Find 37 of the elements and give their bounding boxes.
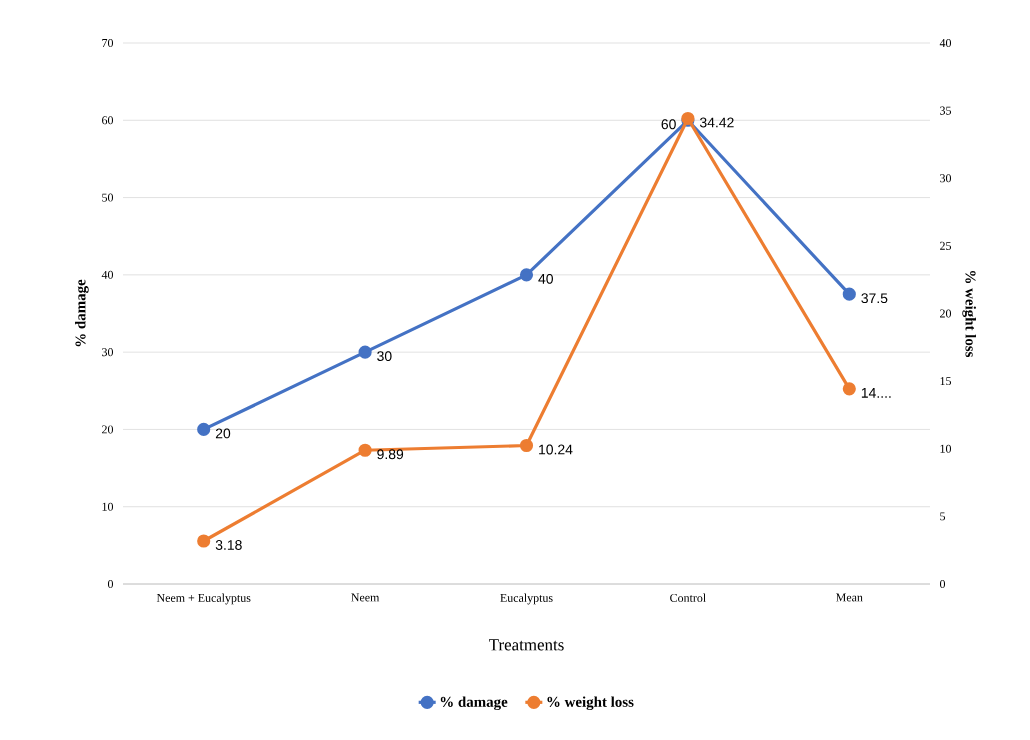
y2-tick-label: 35 (940, 106, 952, 115)
data-label: 30 (377, 351, 392, 362)
y2-tick-label: 0 (939, 579, 946, 589)
y2-tick-label: 30 (940, 174, 952, 183)
x-tick-label: Mean (836, 593, 863, 602)
y2-tick-label: 25 (940, 241, 952, 250)
y-tick-label: 10 (102, 502, 114, 511)
y-tick-label: 0 (107, 579, 114, 589)
y-tick-label: 30 (102, 348, 114, 357)
data-label: 10.24 (539, 444, 573, 455)
y-axis-title: % damage (75, 279, 89, 347)
data-label: 14.... (861, 388, 891, 398)
y2-tick-label: 20 (940, 309, 952, 318)
y-tick-label: 70 (102, 38, 114, 48)
legend-label: % weight loss (547, 696, 634, 711)
y-tick-label: 60 (102, 116, 114, 125)
y-tick-label: 20 (102, 425, 114, 434)
y2-tick-label: 15 (940, 377, 952, 386)
y2-tick-label: 40 (939, 38, 952, 48)
y2-axis-title: % weight loss (962, 271, 976, 358)
x-tick-label: Control (670, 593, 706, 602)
data-label: 40 (538, 273, 553, 284)
y-tick-label: 40 (101, 270, 114, 279)
data-label: 9.89 (377, 449, 404, 460)
legend-label: % damage (440, 696, 508, 711)
x-tick-label: Eucalyptus (500, 593, 553, 605)
x-tick-label: Neem (351, 593, 380, 602)
data-label: 60 (661, 119, 676, 130)
x-tick-label: Neem + Eucalyptus (156, 593, 251, 605)
data-label: 3.18 (215, 540, 242, 550)
x-axis-title: Treatments (489, 639, 564, 651)
data-label: 37.5 (861, 293, 888, 304)
y-tick-label: 50 (102, 193, 114, 202)
y2-tick-label: 10 (940, 444, 952, 453)
data-label: 34.42 (699, 117, 734, 128)
data-label: 20 (215, 428, 231, 439)
y2-tick-label: 5 (940, 512, 946, 521)
